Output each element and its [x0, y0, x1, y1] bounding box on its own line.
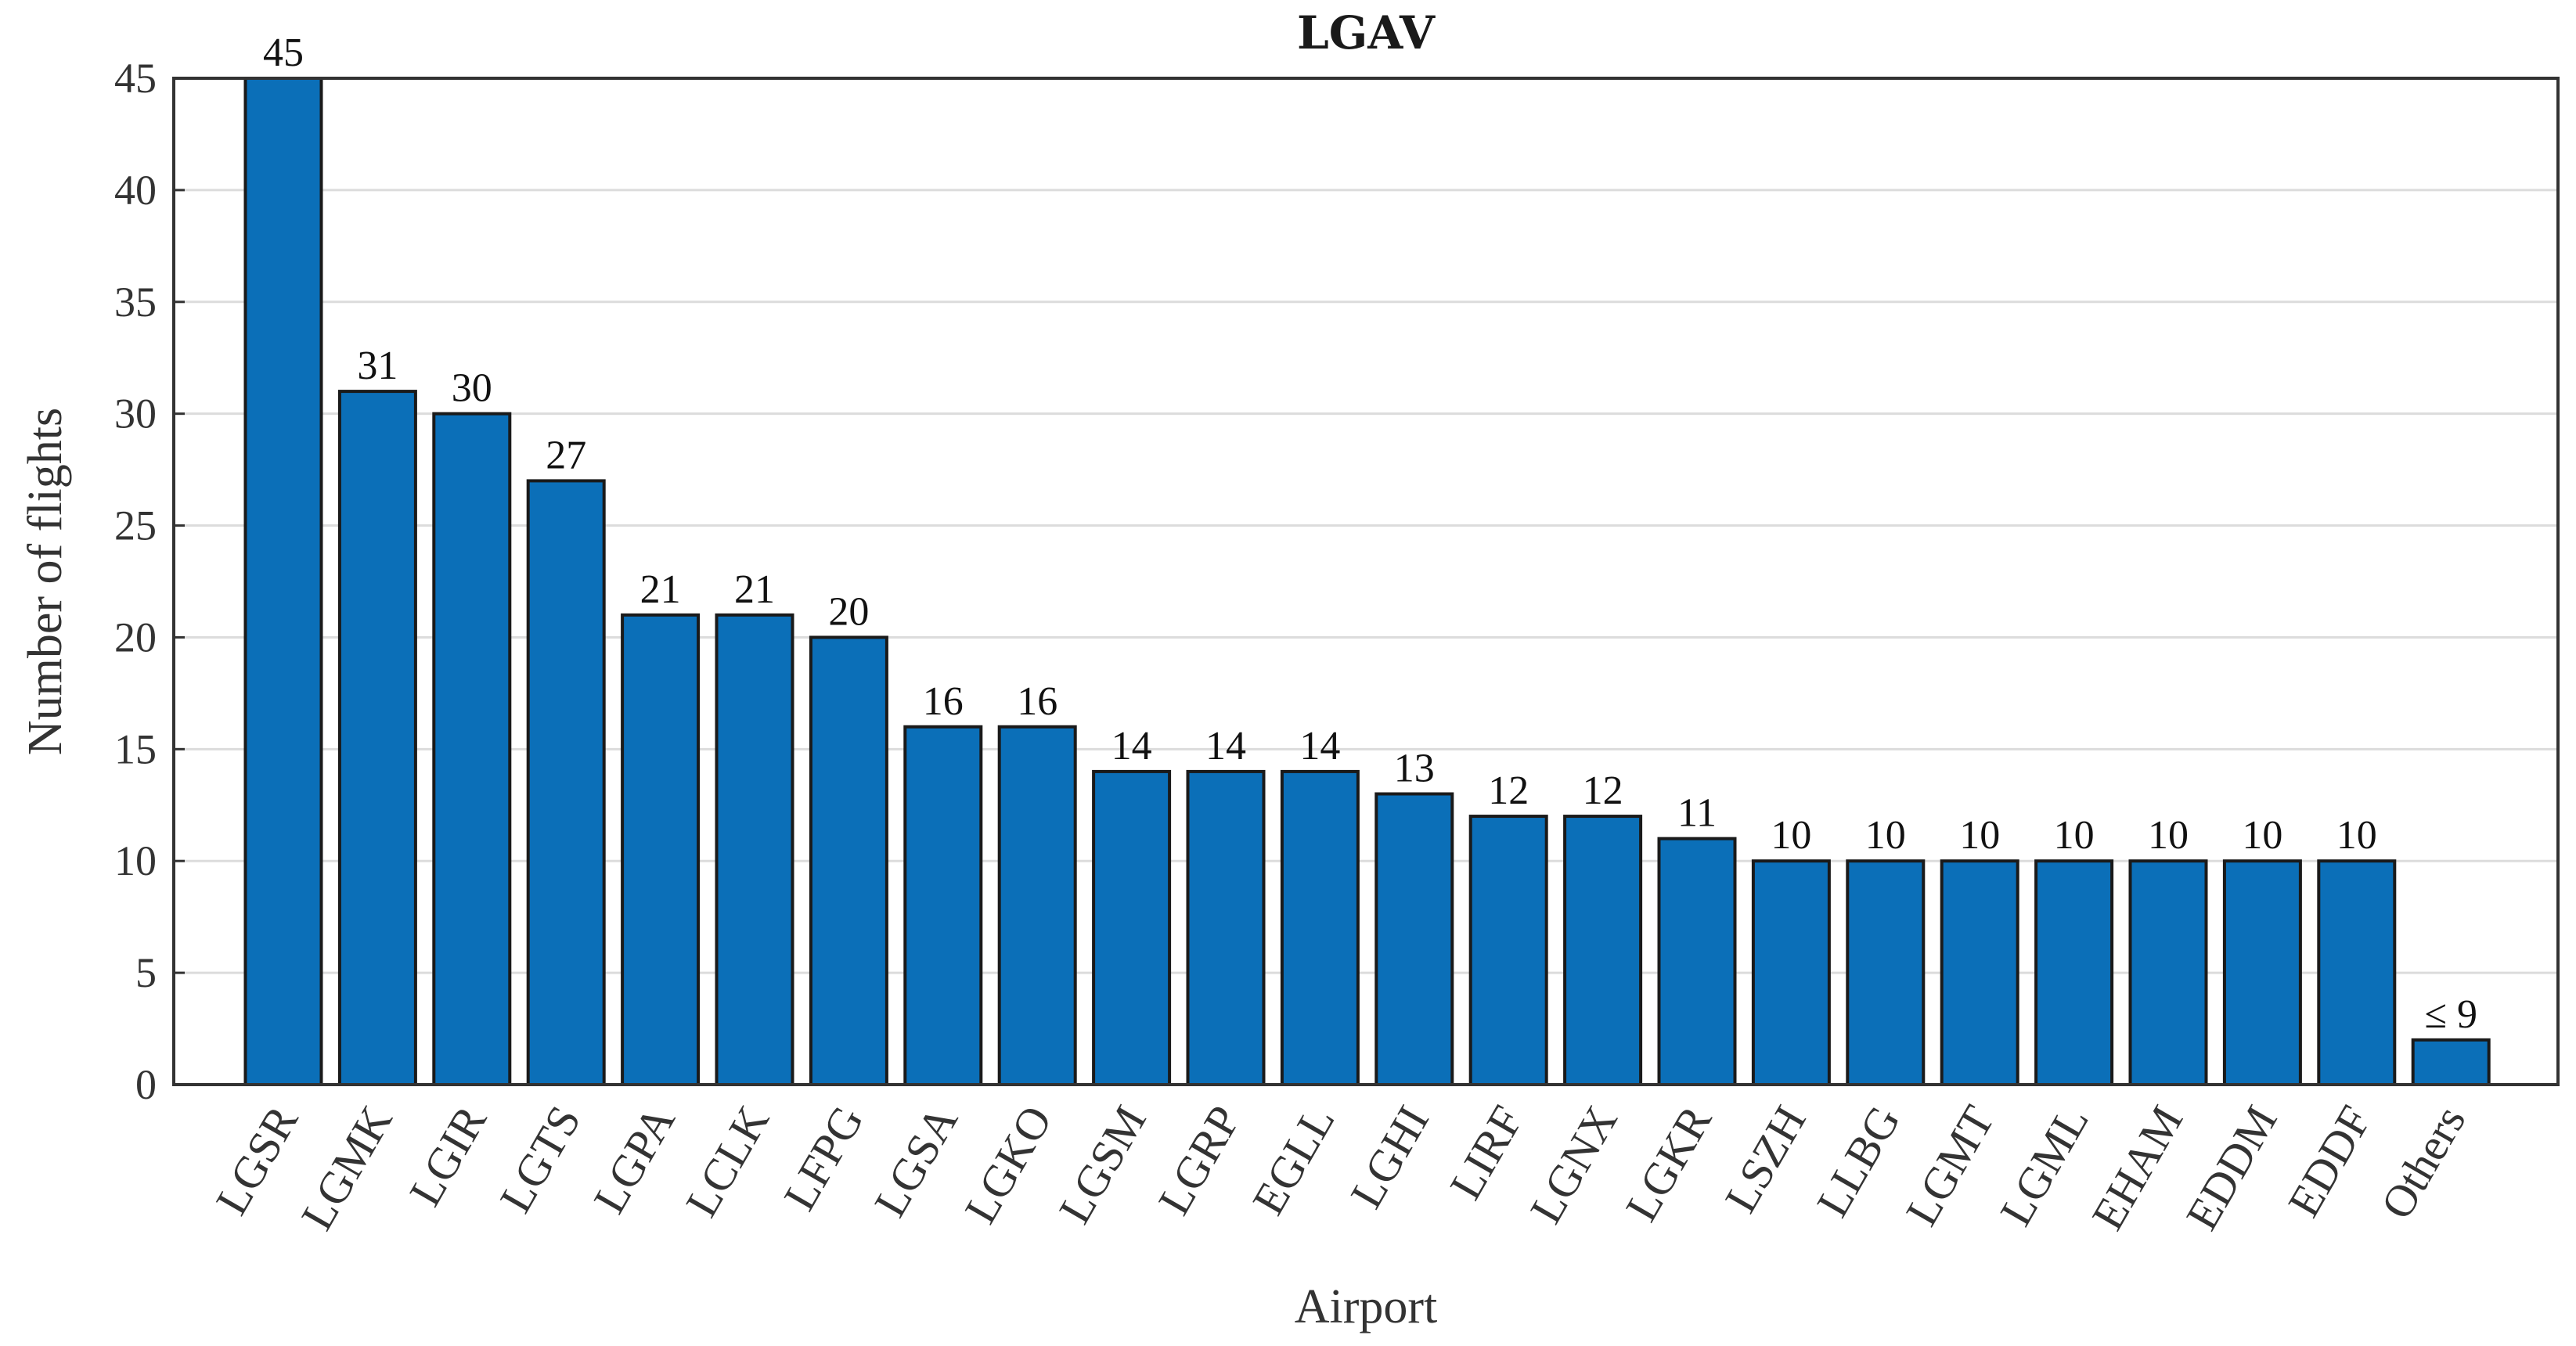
data-label: 10: [1771, 813, 1811, 858]
y-tick-label: 5: [135, 949, 157, 996]
bar: [997, 725, 1077, 1086]
data-label: 10: [2054, 813, 2095, 858]
x-tick-label: LFPG: [773, 1097, 873, 1218]
x-tick-label: EDDM: [2176, 1097, 2287, 1238]
chart-title: LGAV: [1297, 6, 1436, 59]
bar: [1657, 837, 1737, 1086]
x-tick-label: LGKO: [955, 1097, 1062, 1232]
bars: [243, 77, 2491, 1087]
x-tick-label: EDDF: [2278, 1097, 2381, 1225]
x-axis-label: Airport: [1295, 1280, 1438, 1333]
x-tick-label: LGMT: [1896, 1097, 2004, 1234]
data-label: 10: [2242, 813, 2282, 858]
y-tick-label: 25: [114, 502, 157, 549]
bar: [1186, 769, 1266, 1087]
data-label: 30: [452, 366, 492, 411]
bar: [1468, 815, 1548, 1086]
data-label: 45: [263, 31, 304, 75]
bar: [715, 613, 794, 1086]
y-tick-label: 15: [114, 725, 157, 772]
data-label: 12: [1583, 768, 1623, 813]
data-label: ≤ 9: [2424, 992, 2477, 1037]
data-label: 11: [1677, 791, 1717, 836]
bar: [1751, 859, 1831, 1086]
x-tick-label: LGKR: [1616, 1097, 1721, 1230]
data-label: 21: [640, 567, 681, 612]
bar: [1563, 815, 1643, 1086]
x-tick-label: LLBG: [1807, 1097, 1910, 1225]
y-tick-label: 20: [114, 614, 157, 660]
x-tick-label: LGSM: [1049, 1097, 1156, 1232]
bar: [432, 412, 512, 1086]
bar: [1280, 769, 1360, 1087]
x-axis-ticks: LGSRLGMKLGIRLGTSLGPALCLKLFPGLGSALGKOLGSM…: [206, 1097, 2476, 1239]
y-tick-label: 10: [114, 837, 157, 884]
x-tick-label: EHAM: [2082, 1097, 2193, 1238]
data-label: 10: [2148, 813, 2189, 858]
bar: [243, 77, 323, 1086]
bar: [2222, 859, 2302, 1086]
y-axis-ticks: 0 5 10 15 20 25 30 35 40 45: [114, 55, 185, 1108]
bar: [2034, 859, 2114, 1086]
y-tick-label: 45: [114, 55, 157, 102]
data-label: 14: [1299, 724, 1340, 768]
bar: [1374, 792, 1454, 1086]
data-labels: 45 31 30 27 21 21 20 16 16 14 14 14 13 12 12 11 10 10 10 10…: [263, 31, 2477, 1037]
x-tick-label: LGHI: [1341, 1097, 1439, 1216]
y-tick-label: 35: [114, 279, 157, 326]
data-label: 20: [828, 589, 869, 634]
data-label: 10: [1865, 813, 1906, 858]
data-label: 16: [1017, 679, 1057, 724]
bar: [903, 725, 983, 1086]
x-tick-label: LCLK: [676, 1097, 779, 1225]
x-tick-label: LGIR: [399, 1097, 496, 1215]
x-tick-label: LGRP: [1148, 1097, 1250, 1223]
x-tick-label: LIRF: [1439, 1097, 1533, 1207]
x-tick-label: LGSR: [206, 1097, 308, 1223]
data-label: 31: [357, 344, 398, 388]
bar: [621, 613, 701, 1086]
data-label: 12: [1488, 768, 1529, 813]
x-tick-label: LGSA: [864, 1097, 967, 1225]
data-label: 16: [923, 679, 964, 724]
bar: [2317, 859, 2397, 1086]
y-tick-label: 40: [114, 167, 157, 214]
data-label: 13: [1394, 746, 1435, 790]
bar: [1940, 859, 2019, 1086]
y-axis-label: Number of flights: [19, 408, 72, 755]
x-tick-label: LGMK: [291, 1097, 402, 1238]
bar: [2128, 859, 2208, 1086]
x-tick-label: LGPA: [583, 1097, 684, 1222]
x-tick-label: LGTS: [490, 1097, 591, 1221]
bar: [1092, 769, 1172, 1087]
bar: [809, 635, 888, 1086]
data-label: 27: [546, 433, 586, 477]
data-label: 21: [734, 567, 775, 612]
bar: [337, 390, 417, 1087]
y-tick-label: 0: [135, 1061, 157, 1108]
data-label: 10: [1959, 813, 2000, 858]
data-label: 14: [1205, 724, 1246, 768]
bar: [2411, 1038, 2491, 1087]
y-tick-label: 30: [114, 390, 157, 437]
x-tick-label: LSZH: [1715, 1097, 1816, 1221]
x-tick-label: EGLL: [1242, 1097, 1344, 1223]
x-tick-label: LGNX: [1520, 1097, 1627, 1232]
data-label: 10: [2336, 813, 2377, 858]
bar: [526, 479, 606, 1086]
bar: [1846, 859, 1926, 1086]
x-tick-label: Others: [2371, 1097, 2476, 1227]
plot-area-frame: [172, 77, 2560, 1086]
data-label: 14: [1111, 724, 1152, 768]
